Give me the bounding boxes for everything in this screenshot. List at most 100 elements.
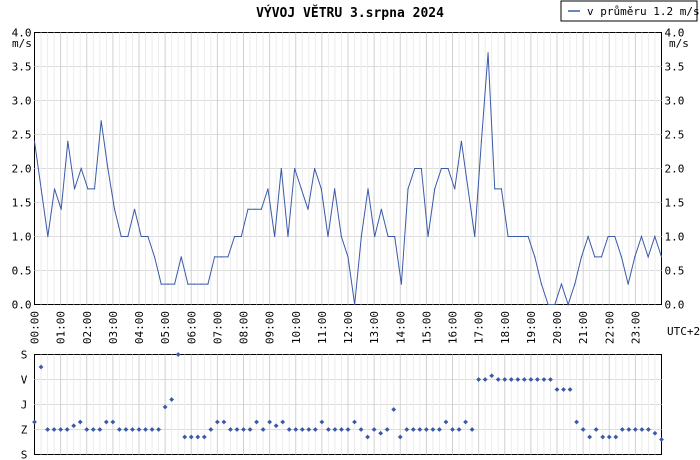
direction-point [404, 427, 410, 432]
direction-point [502, 377, 508, 382]
direction-point [260, 427, 266, 432]
direction-point [312, 427, 318, 432]
speed-point [494, 188, 496, 190]
direction-point [619, 427, 625, 432]
speed-point [140, 235, 142, 238]
time-x-tick: 18:00 [499, 311, 512, 344]
direction-point [384, 427, 390, 432]
speed-point [654, 235, 656, 238]
speed-grid [34, 32, 662, 305]
speed-point [327, 235, 329, 238]
time-x-tick: 05:00 [159, 311, 172, 344]
direction-series-points [32, 352, 664, 442]
speed-y-tick-right: 2.5 [665, 129, 685, 142]
speed-point [133, 208, 136, 210]
direction-point [639, 427, 645, 432]
speed-point [507, 235, 509, 238]
direction-point [437, 427, 442, 432]
speed-point [367, 188, 369, 190]
time-x-tick: 12:00 [342, 311, 355, 344]
direction-point [84, 427, 90, 432]
speed-point [567, 303, 569, 306]
speed-point [360, 235, 362, 238]
speed-point [180, 256, 182, 258]
speed-point [240, 235, 242, 238]
speed-point [314, 167, 316, 170]
direction-y-tick: Z [21, 424, 28, 437]
speed-y-tick-left: 1.0 [12, 231, 32, 244]
speed-point [414, 167, 416, 170]
direction-point [358, 427, 364, 432]
direction-point [397, 434, 403, 440]
speed-point [280, 167, 282, 170]
direction-point [58, 427, 64, 432]
direction-point [417, 427, 423, 432]
speed-point [560, 283, 563, 285]
direction-point [521, 377, 527, 382]
speed-point [167, 283, 169, 285]
speed-point [47, 235, 49, 238]
speed-y-tick-left: 0.0 [12, 299, 32, 312]
speed-y-tick-right: 1.5 [665, 197, 685, 210]
direction-point [286, 427, 292, 432]
direction-point [469, 427, 475, 432]
speed-point [73, 188, 76, 190]
direction-point [600, 434, 606, 440]
time-x-tick: 21:00 [577, 311, 590, 344]
speed-point [440, 167, 442, 170]
speed-y-tick-right: 0.0 [665, 299, 685, 312]
direction-point [319, 419, 325, 425]
direction-point [32, 419, 37, 425]
direction-point [149, 427, 155, 432]
speed-point [574, 283, 576, 285]
speed-point [100, 120, 102, 122]
speed-point [374, 235, 376, 238]
direction-point [423, 427, 429, 432]
direction-point [535, 377, 540, 382]
direction-point [567, 387, 573, 392]
direction-point [169, 397, 175, 402]
direction-point [554, 387, 560, 392]
speed-point [454, 188, 456, 190]
direction-point [345, 427, 351, 432]
direction-point [175, 352, 181, 357]
time-x-axis: 00:00 01:00 02:00 03:00 04:00 05:00 06:00 07:00… [29, 311, 643, 344]
direction-point [71, 423, 77, 429]
direction-point [515, 377, 521, 382]
speed-point [274, 235, 276, 238]
direction-point [188, 434, 194, 440]
direction-point [587, 434, 593, 440]
direction-point [77, 419, 83, 425]
direction-point [378, 430, 384, 436]
direction-point [371, 427, 377, 432]
direction-point [508, 377, 514, 382]
direction-point [541, 377, 547, 382]
speed-series-points [33, 52, 663, 306]
speed-point [300, 188, 302, 190]
direction-point [561, 387, 566, 392]
speed-point [520, 235, 523, 238]
speed-point [67, 140, 69, 142]
speed-point [640, 235, 643, 238]
time-x-tick: 03:00 [107, 311, 120, 344]
time-x-tick: 14:00 [394, 311, 407, 344]
direction-point [443, 419, 449, 425]
speed-point [500, 188, 503, 190]
speed-y-tick-left: 2.0 [12, 163, 32, 176]
speed-point [247, 208, 249, 210]
direction-y-tick: J [21, 399, 28, 412]
direction-point [632, 427, 638, 432]
speed-point [153, 256, 156, 258]
direction-point [659, 437, 664, 442]
direction-point [574, 419, 579, 425]
speed-point [647, 256, 649, 258]
direction-point [332, 427, 338, 432]
speed-point [40, 188, 42, 190]
y-unit-label-left: m/s [12, 37, 32, 50]
direction-point [234, 427, 240, 432]
speed-point [460, 140, 462, 142]
time-x-tick: 00:00 [29, 311, 42, 344]
